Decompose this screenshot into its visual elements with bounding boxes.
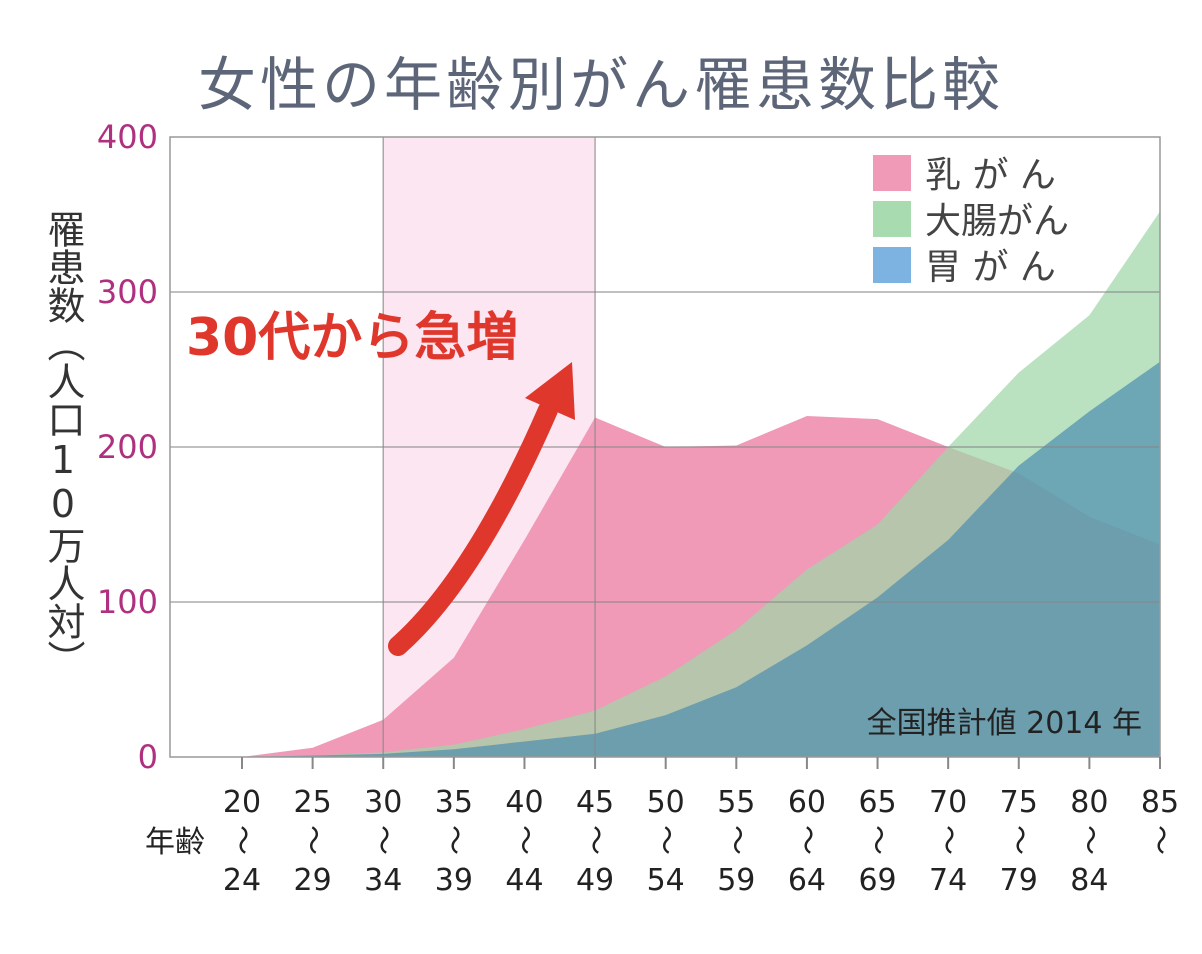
x-tick-from: 25 xyxy=(294,785,332,820)
y-tick-label: 200 xyxy=(97,428,158,466)
x-tick-from: 35 xyxy=(435,785,473,820)
arrow-shaft xyxy=(388,400,558,656)
x-tick-to: 34 xyxy=(364,863,402,898)
y-tick-label: 400 xyxy=(97,118,158,156)
legend-swatch xyxy=(873,201,911,237)
x-tick-range-mark: 〜 xyxy=(1001,825,1036,855)
x-tick-from: 55 xyxy=(717,785,755,820)
x-tick-to: 54 xyxy=(647,863,685,898)
x-tick-range-mark: 〜 xyxy=(648,825,683,855)
x-tick-from: 50 xyxy=(647,785,685,820)
y-axis-label: 罹患数（人口10万人対） xyxy=(41,210,85,678)
x-tick-from: 75 xyxy=(1000,785,1038,820)
legend-swatch xyxy=(873,155,911,191)
x-tick-range-mark: 〜 xyxy=(930,825,965,855)
y-tick-label: 100 xyxy=(97,583,158,621)
legend-swatch xyxy=(873,247,911,283)
source-note: 全国推計値 2014 年 xyxy=(867,706,1142,741)
x-tick-from: 45 xyxy=(576,785,614,820)
x-tick-from: 30 xyxy=(364,785,402,820)
x-tick-from: 40 xyxy=(505,785,543,820)
arrow-head-icon xyxy=(525,362,575,420)
x-tick-range-mark: 〜 xyxy=(577,825,612,855)
x-tick-from: 20 xyxy=(223,785,261,820)
x-tick-from: 85 xyxy=(1141,785,1179,820)
x-axis-label: 年齢 xyxy=(145,825,205,860)
x-tick-range-mark: 〜 xyxy=(295,825,330,855)
x-tick-from: 70 xyxy=(929,785,967,820)
x-tick-to: 69 xyxy=(858,863,896,898)
x-tick-from: 60 xyxy=(788,785,826,820)
x-tick-to: 59 xyxy=(717,863,755,898)
x-tick-range-mark: 〜 xyxy=(860,825,895,855)
x-tick-to: 39 xyxy=(435,863,473,898)
x-tick-to: 64 xyxy=(788,863,826,898)
x-tick-range-mark: 〜 xyxy=(506,825,541,855)
x-tick-range-mark: 〜 xyxy=(718,825,753,855)
x-tick-range-mark: 〜 xyxy=(1071,825,1106,855)
x-tick-range-mark: 〜 xyxy=(365,825,400,855)
legend-label: 大腸がん xyxy=(925,201,1069,242)
x-tick-to: 24 xyxy=(223,863,261,898)
y-tick-label: 300 xyxy=(97,273,158,311)
x-tick-range-mark: 〜 xyxy=(436,825,471,855)
area-series-3 xyxy=(242,361,1160,757)
y-tick-label: 0 xyxy=(138,738,158,776)
x-tick-range-mark: 〜 xyxy=(224,825,259,855)
x-tick-from: 80 xyxy=(1070,785,1108,820)
legend-label: 乳 が ん xyxy=(925,155,1056,196)
x-tick-range-mark: 〜 xyxy=(1142,825,1177,855)
x-tick-to: 49 xyxy=(576,863,614,898)
chart-title: 女性の年齢別がん罹患数比較 xyxy=(197,51,1004,119)
x-tick-to: 44 xyxy=(505,863,543,898)
x-tick-range-mark: 〜 xyxy=(789,825,824,855)
x-tick-from: 65 xyxy=(858,785,896,820)
x-tick-to: 84 xyxy=(1070,863,1108,898)
x-tick-to: 29 xyxy=(294,863,332,898)
annotation-text: 30代から急増 xyxy=(186,308,518,368)
x-tick-to: 79 xyxy=(1000,863,1038,898)
legend-label: 胃 が ん xyxy=(925,247,1056,288)
x-tick-to: 74 xyxy=(929,863,967,898)
